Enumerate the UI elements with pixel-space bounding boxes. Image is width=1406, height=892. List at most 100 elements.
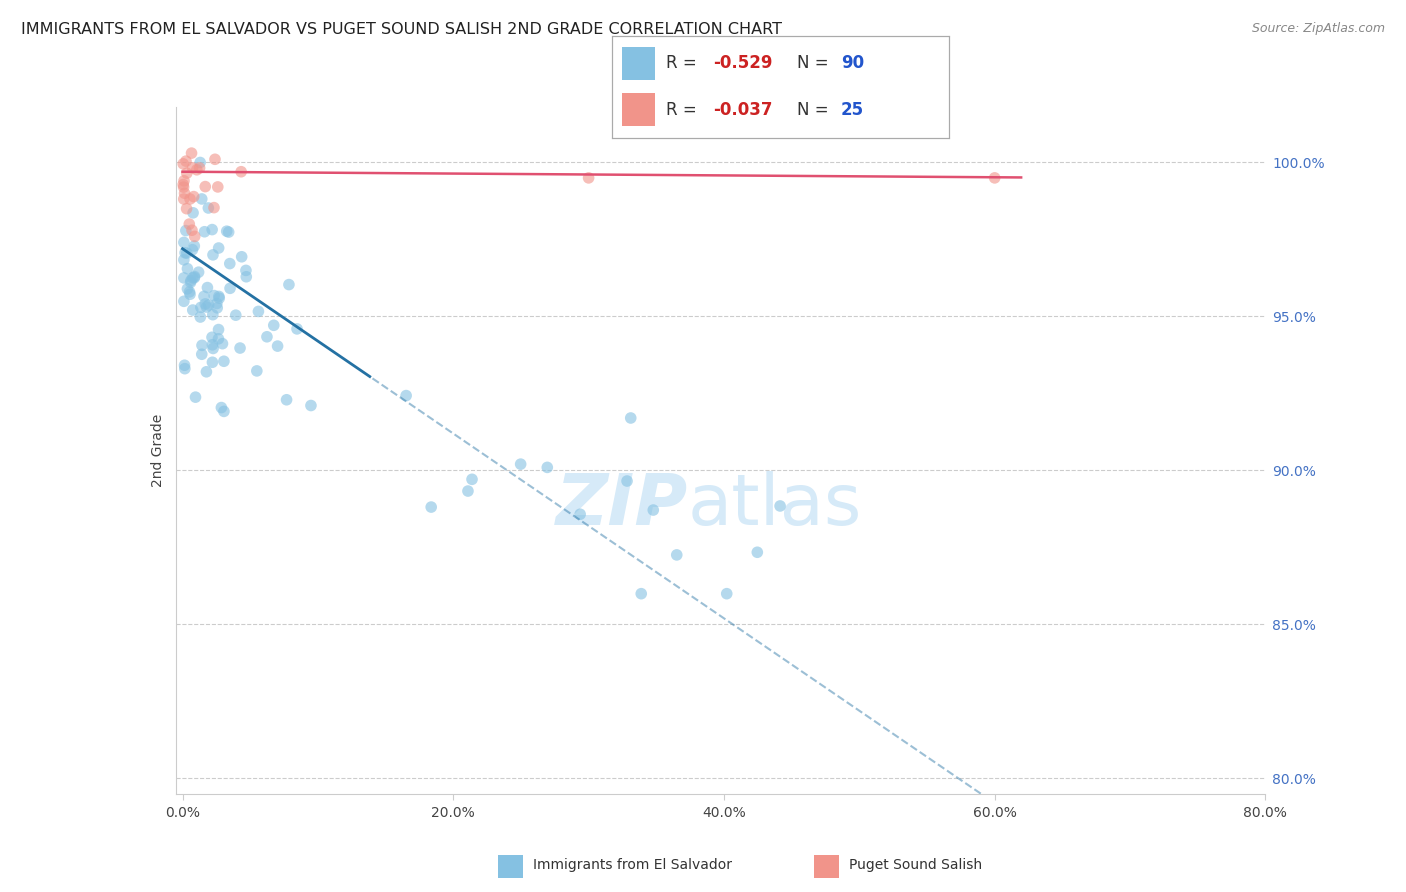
Point: [212, 354, 235, 368]
Point: [179, 217, 201, 231]
Point: [174, 245, 197, 260]
Point: [188, 155, 211, 169]
Point: [207, 180, 229, 194]
Point: [218, 225, 240, 239]
Bar: [498, 855, 523, 878]
Text: Immigrants from El Salvador: Immigrants from El Salvador: [533, 858, 731, 872]
Point: [190, 301, 212, 315]
Text: -0.529: -0.529: [713, 54, 772, 72]
Point: [180, 273, 202, 287]
Text: R =: R =: [665, 54, 702, 72]
Point: [197, 201, 219, 215]
Point: [235, 269, 257, 284]
Point: [620, 411, 643, 425]
Point: [173, 271, 195, 285]
Point: [983, 170, 1005, 185]
Text: N =: N =: [797, 54, 834, 72]
Text: 25: 25: [841, 101, 865, 119]
Point: [172, 157, 194, 171]
Point: [395, 388, 418, 402]
Point: [461, 472, 484, 486]
Point: [195, 365, 218, 379]
Point: [201, 308, 224, 322]
Point: [207, 332, 229, 346]
Point: [299, 399, 322, 413]
Point: [285, 322, 308, 336]
Point: [630, 587, 652, 601]
Point: [578, 170, 600, 185]
Point: [208, 241, 231, 255]
Point: [263, 318, 285, 333]
Point: [183, 270, 205, 285]
Point: [181, 243, 204, 257]
Bar: [621, 47, 655, 79]
Point: [183, 239, 205, 253]
Point: [190, 192, 212, 206]
Point: [176, 261, 198, 276]
Point: [176, 202, 198, 216]
Point: [643, 503, 665, 517]
Point: [181, 206, 204, 220]
Point: [181, 303, 204, 318]
Bar: [814, 855, 839, 878]
Text: Puget Sound Salish: Puget Sound Salish: [849, 858, 981, 872]
Bar: [621, 93, 655, 126]
Point: [509, 457, 531, 471]
Point: [174, 154, 197, 169]
Point: [201, 222, 224, 236]
Point: [173, 235, 195, 250]
Point: [569, 507, 592, 521]
Y-axis label: 2nd Grade: 2nd Grade: [150, 414, 165, 487]
Point: [179, 192, 201, 206]
Point: [219, 281, 242, 295]
Point: [173, 252, 195, 267]
Point: [205, 301, 228, 315]
Point: [176, 246, 198, 260]
Point: [201, 338, 224, 352]
Point: [194, 179, 217, 194]
Point: [193, 289, 215, 303]
Point: [208, 289, 231, 303]
Point: [183, 189, 205, 203]
Point: [665, 548, 688, 562]
Point: [180, 146, 202, 161]
Point: [173, 192, 195, 206]
Point: [183, 229, 205, 244]
Point: [278, 277, 301, 292]
Point: [183, 269, 205, 284]
Text: Source: ZipAtlas.com: Source: ZipAtlas.com: [1251, 22, 1385, 36]
Point: [186, 162, 208, 177]
Point: [172, 178, 194, 192]
Point: [188, 310, 211, 324]
Point: [201, 355, 224, 369]
Text: ZIP: ZIP: [555, 471, 688, 540]
Point: [187, 265, 209, 279]
Point: [208, 291, 231, 305]
Point: [188, 161, 211, 175]
Point: [247, 304, 270, 318]
Point: [193, 225, 215, 239]
Point: [276, 392, 298, 407]
Point: [266, 339, 288, 353]
Point: [173, 294, 195, 309]
Point: [209, 401, 232, 415]
Point: [211, 336, 233, 351]
Text: N =: N =: [797, 101, 834, 119]
Point: [202, 201, 225, 215]
Point: [179, 287, 201, 301]
Point: [174, 224, 197, 238]
Text: 90: 90: [841, 54, 865, 72]
Text: -0.037: -0.037: [713, 101, 772, 119]
Point: [197, 298, 219, 312]
Point: [202, 288, 225, 302]
Point: [231, 250, 253, 264]
Text: atlas: atlas: [688, 471, 862, 540]
Point: [201, 248, 224, 262]
Point: [197, 280, 219, 294]
Point: [207, 322, 229, 336]
Point: [229, 341, 252, 355]
Point: [225, 308, 247, 322]
Point: [181, 223, 204, 237]
Point: [184, 390, 207, 404]
Point: [180, 276, 202, 290]
